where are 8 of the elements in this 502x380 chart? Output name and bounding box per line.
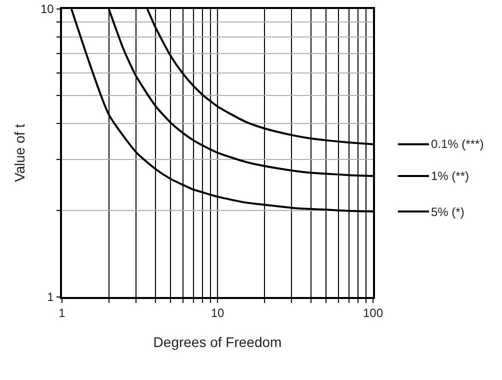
legend-label: 0.1% (***) xyxy=(431,137,484,151)
y-axis-title: Value of t xyxy=(12,124,28,182)
legend-label: 5% (*) xyxy=(431,205,464,219)
x-tick-label: 100 xyxy=(362,306,384,320)
x-tick-label: 1 xyxy=(58,306,66,320)
legend-label: 1% (**) xyxy=(431,169,470,183)
x-tick-label: 10 xyxy=(210,306,224,320)
x-axis-title: Degrees of Freedom xyxy=(153,334,282,350)
